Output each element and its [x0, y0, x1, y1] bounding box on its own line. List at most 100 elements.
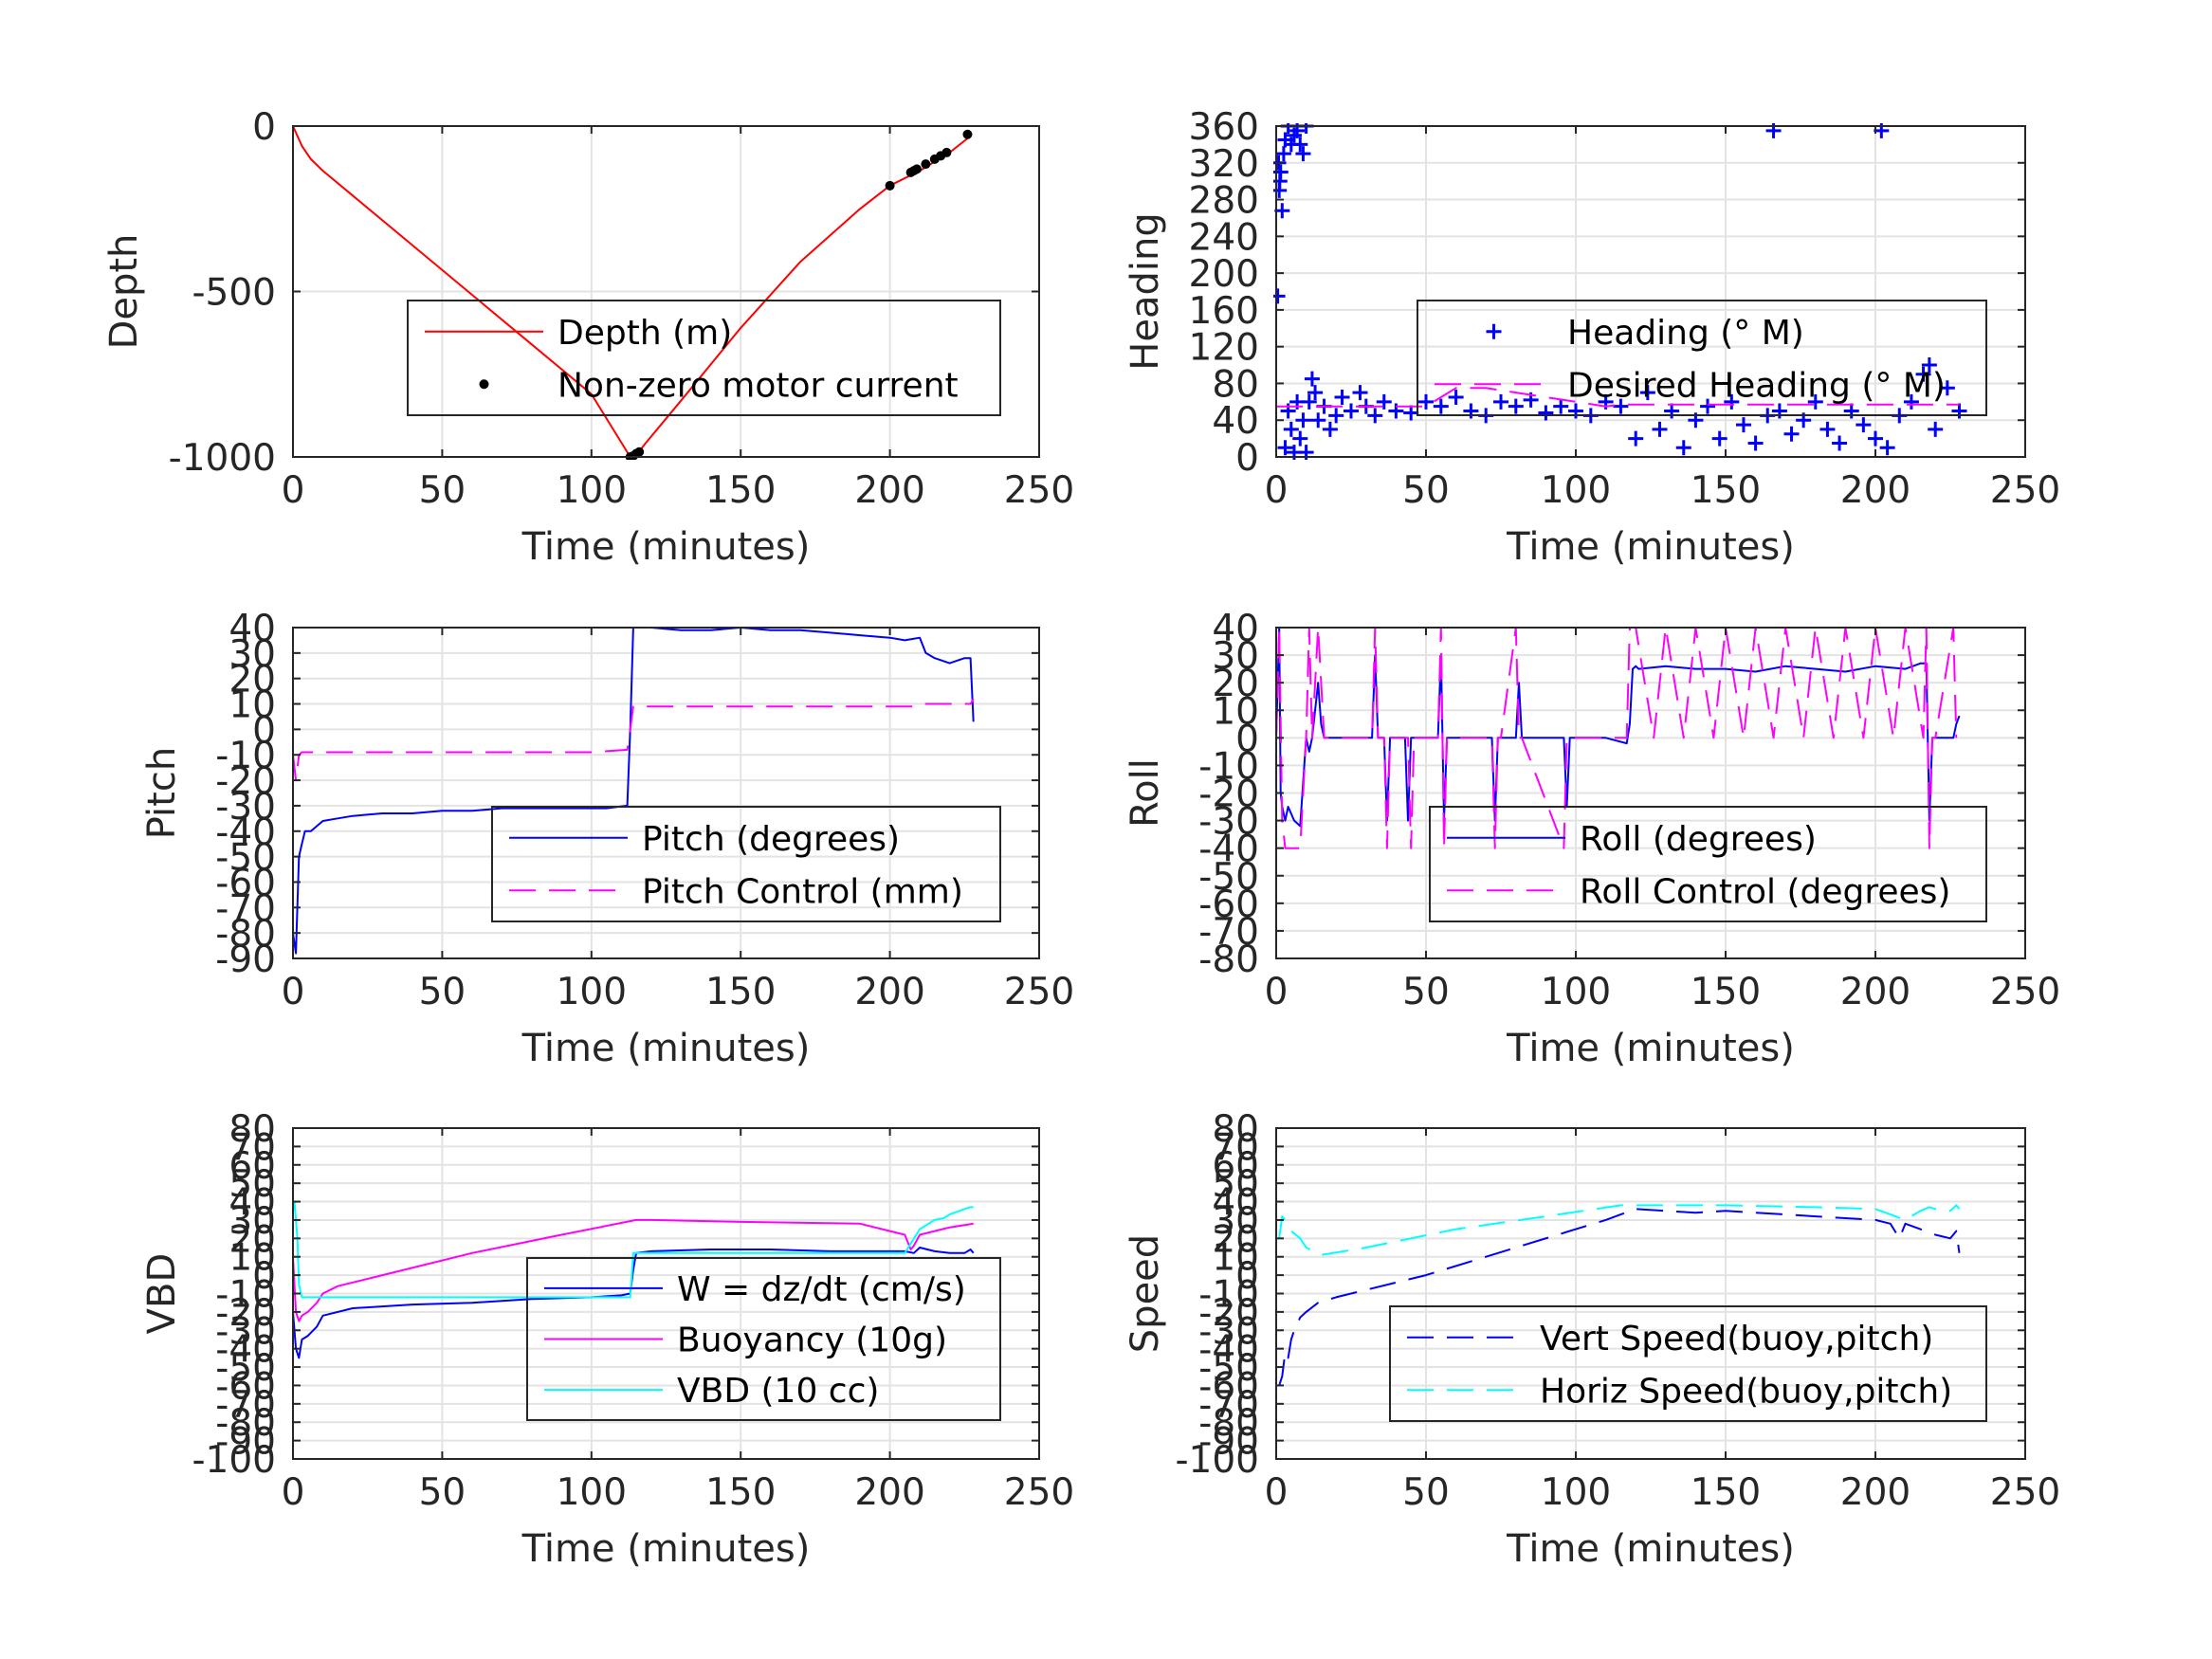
y-tick-label: 60 [229, 1145, 276, 1188]
y-tick-label: -50 [1198, 856, 1259, 899]
series-line [292, 627, 975, 955]
y-tick-label: 20 [229, 659, 276, 702]
data-point [1334, 389, 1350, 405]
legend-label: Buoyancy (10g) [677, 1322, 947, 1360]
data-point [1856, 417, 1872, 433]
data-point [1328, 408, 1344, 424]
y-tick-label: 30 [229, 633, 276, 676]
data-point [1868, 430, 1883, 447]
subplot-6: 0 50 100 150 200 250-100-90-80-70-60-50-40-30… [1124, 1108, 2060, 1571]
x-tick-label: 250 [1004, 1471, 1074, 1514]
x-tick-label: 250 [1004, 971, 1074, 1013]
y-tick-label: -80 [1198, 939, 1259, 981]
y-tick-label: -30 [215, 1310, 276, 1353]
legend: Heading (° M) Desired Heading (° M) [1417, 300, 1987, 416]
series-line [1275, 627, 1958, 849]
data-point [634, 447, 645, 457]
data-point [1283, 421, 1299, 437]
data-point [1367, 408, 1383, 424]
y-axis-label: Speed [1124, 1234, 1167, 1353]
series-line [292, 698, 975, 782]
data-point [1304, 371, 1320, 387]
data-point [1675, 440, 1691, 456]
y-tick-label: -80 [215, 913, 276, 956]
y-tick-label: 30 [1212, 1200, 1259, 1243]
legend-box [526, 1257, 1001, 1421]
x-tick-label: 50 [419, 469, 466, 512]
y-tick-label: -30 [215, 786, 276, 829]
y-tick-label: 0 [1235, 1255, 1259, 1298]
y-tick-label: 80 [229, 1108, 276, 1151]
y-tick-label: 160 [1189, 290, 1259, 333]
y-tick-label: 50 [229, 1163, 276, 1206]
y-tick-label: 20 [229, 1218, 276, 1261]
y-tick-label: -30 [1198, 801, 1259, 844]
y-tick-label: 10 [1212, 690, 1259, 733]
series-2 [292, 698, 975, 782]
y-tick-label: 120 [1189, 327, 1259, 370]
axes-box [292, 627, 1040, 959]
data-point [1403, 405, 1419, 421]
legend-swatch [1486, 323, 1502, 339]
y-tick-label: -60 [215, 862, 276, 904]
y-tick-label: -90 [215, 939, 276, 981]
y-tick-label: -20 [1198, 1292, 1259, 1335]
data-point [1310, 412, 1326, 428]
y-tick-label: 80 [1212, 363, 1259, 406]
y-tick-label: -1000 [169, 437, 276, 480]
x-tick-label: 100 [557, 469, 627, 512]
data-point [1735, 417, 1751, 433]
y-tick-label: -50 [1198, 1347, 1259, 1390]
y-tick-label: -10 [215, 735, 276, 777]
y-axis-label: Heading [1124, 212, 1167, 370]
x-tick-label: 50 [419, 1471, 466, 1514]
data-point [1273, 173, 1288, 190]
legend-label: VBD (10 cc) [677, 1372, 879, 1411]
data-point [1613, 398, 1629, 414]
data-point [1915, 366, 1931, 382]
y-tick-label: 30 [229, 1200, 276, 1243]
y-tick-label: 360 [1189, 106, 1259, 149]
y-tick-label: -70 [1198, 911, 1259, 954]
data-point [911, 164, 922, 174]
y-tick-label: -60 [1198, 1365, 1259, 1408]
y-tick-label: -70 [215, 887, 276, 930]
y-tick-label: 0 [252, 106, 276, 149]
axes-box [1275, 125, 2026, 458]
series-2 [1275, 627, 1958, 849]
x-tick-label: 150 [1691, 971, 1761, 1013]
y-tick-label: 0 [1235, 718, 1259, 760]
subplot-3: 0 50 100 150 200 250-90-80-70-60-50-40-30-20-… [140, 608, 1074, 1070]
series-line [1276, 387, 1960, 408]
data-point [1292, 430, 1308, 447]
data-point [885, 180, 895, 191]
data-point [1292, 137, 1308, 153]
series-line [292, 1247, 975, 1359]
legend-label: Roll (degrees) [1580, 820, 1817, 859]
x-tick-label: 100 [557, 1471, 627, 1514]
x-tick-label: 200 [854, 971, 924, 1013]
y-tick-label: -20 [215, 760, 276, 803]
legend-box [1389, 1305, 1987, 1422]
legend: Depth (m) Non-zero motor current [407, 300, 1001, 416]
data-point [1418, 393, 1434, 410]
legend-label: Pitch (degrees) [642, 820, 900, 859]
data-point [1295, 146, 1311, 162]
data-point [1832, 435, 1848, 451]
data-point [1724, 393, 1740, 410]
data-point [1538, 405, 1554, 421]
data-point [1448, 389, 1464, 405]
x-tick-label: 0 [282, 469, 305, 512]
y-tick-label: 320 [1189, 143, 1259, 186]
y-axis-label: Depth [102, 234, 146, 350]
data-point [1553, 398, 1569, 414]
x-tick-label: 100 [1541, 971, 1611, 1013]
x-tick-label: 150 [705, 971, 776, 1013]
x-tick-label: 250 [1990, 971, 2060, 1013]
y-tick-label: 20 [1212, 663, 1259, 705]
y-tick-label: -500 [192, 272, 276, 315]
y-tick-label: 40 [1212, 1182, 1259, 1225]
x-tick-label: 100 [1541, 469, 1611, 512]
data-point [1939, 380, 1955, 396]
